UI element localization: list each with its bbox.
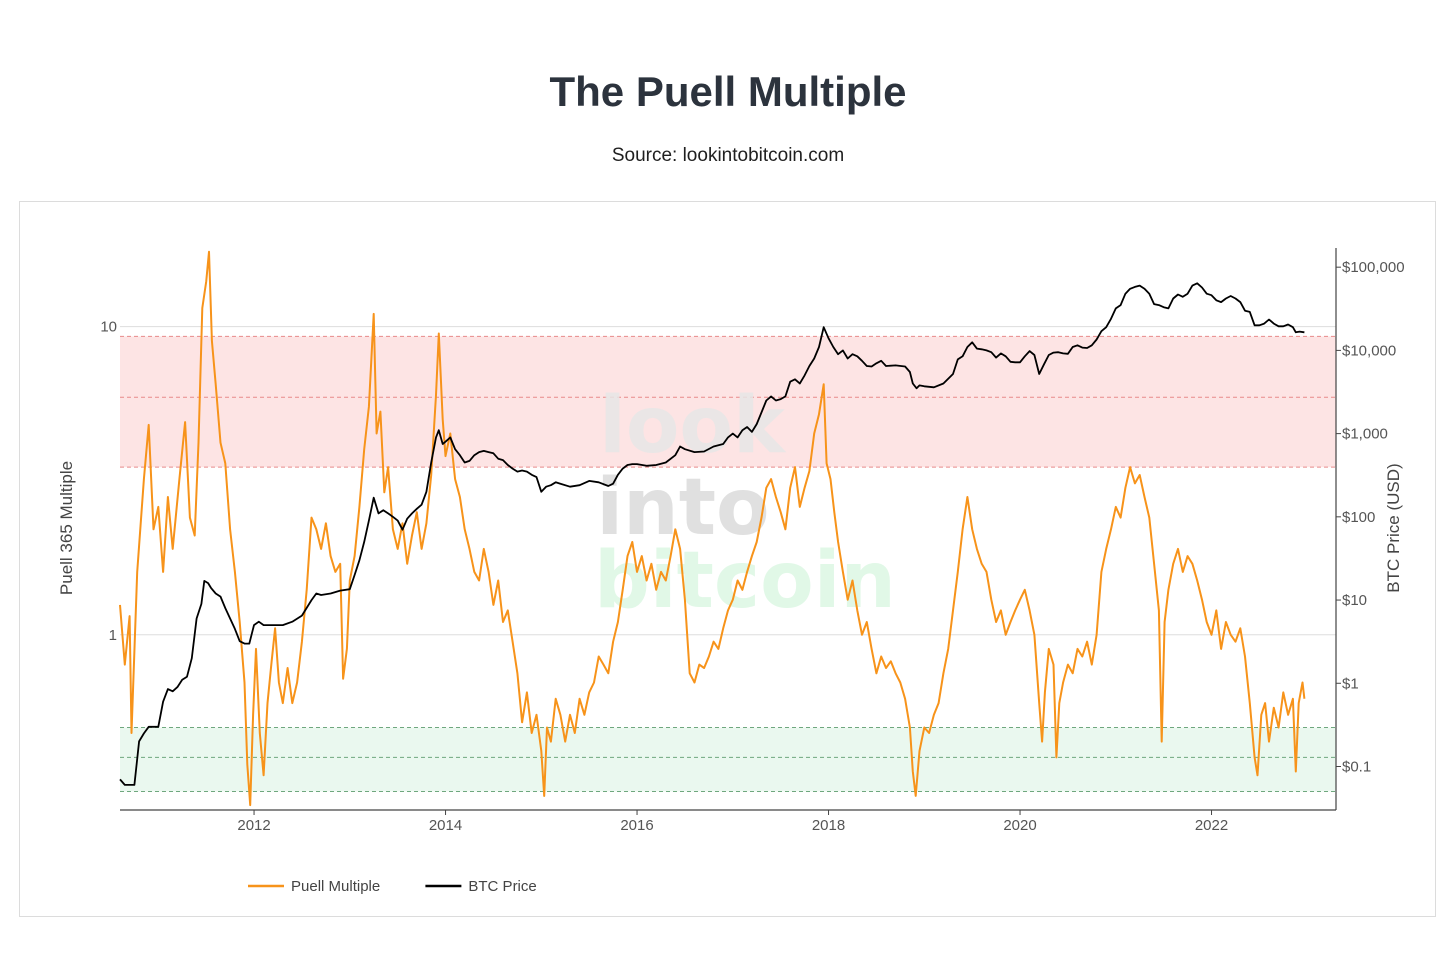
x-tick-label: 2020 <box>1003 817 1036 834</box>
x-tick-label: 2014 <box>429 817 462 834</box>
band-undervalued <box>120 727 1336 792</box>
y-left-tick-label: 1 <box>109 627 117 644</box>
chart-series <box>119 250 1306 807</box>
series-btc-price <box>119 282 1305 786</box>
watermark: look into bitcoin <box>594 381 896 626</box>
y-left-tick-label: 10 <box>100 319 117 336</box>
watermark-look: look <box>599 381 787 471</box>
y-left-axis-title: Puell 365 Multiple <box>57 461 76 595</box>
tick-labels: 2012 2014 2016 2018 2020 2022 1 10 $0.1 $1 $10 $100… <box>100 259 1404 834</box>
y-right-tick-label: $10,000 <box>1342 342 1396 359</box>
x-tick-label: 2016 <box>620 817 653 834</box>
x-tick-label: 2018 <box>812 817 845 834</box>
watermark-into: into <box>596 463 769 553</box>
chart-frame <box>19 201 1436 917</box>
axes <box>120 248 1337 811</box>
gridlines <box>120 326 1336 636</box>
chart-legend: Puell Multiple BTC Price <box>248 878 537 895</box>
y-right-tick-label: $1 <box>1342 675 1359 692</box>
valuation-bands <box>120 335 1336 793</box>
y-right-tick-label: $1,000 <box>1342 426 1388 443</box>
y-right-tick-label: $0.1 <box>1342 758 1371 775</box>
y-right-tick-label: $10 <box>1342 592 1367 609</box>
legend-label: BTC Price <box>468 878 536 895</box>
legend-label: Puell Multiple <box>291 878 380 895</box>
y-right-axis-title: BTC Price (USD) <box>1384 463 1403 592</box>
chart-title: The Puell Multiple <box>549 68 907 115</box>
chart-subtitle: Source: lookintobitcoin.com <box>611 145 845 166</box>
series-puell-multiple <box>119 250 1306 807</box>
band-overvalued <box>120 336 1336 468</box>
x-tick-label: 2012 <box>237 817 270 834</box>
x-tick-label: 2022 <box>1195 817 1228 834</box>
y-right-tick-label: $100 <box>1342 509 1375 526</box>
y-right-tick-label: $100,000 <box>1342 259 1405 276</box>
